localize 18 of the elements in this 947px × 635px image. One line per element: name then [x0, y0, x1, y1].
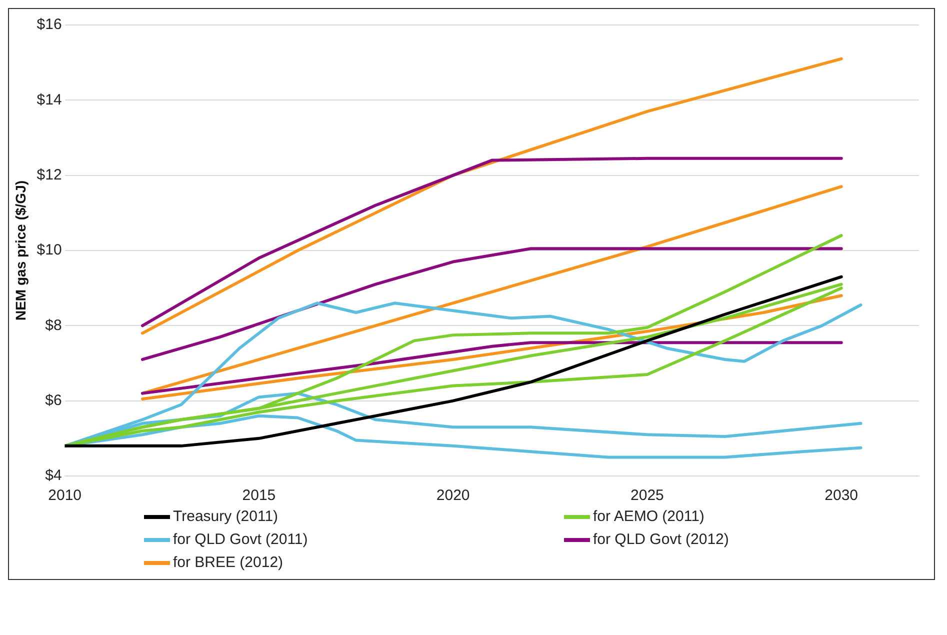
y-tick-label: $12: [36, 166, 62, 184]
y-tick-label: $8: [45, 316, 62, 334]
legend-label: for QLD Govt (2012): [593, 531, 729, 548]
legend-label: Treasury (2011): [173, 508, 278, 525]
x-tick-label: 2030: [824, 487, 858, 504]
y-axis-title: NEM gas price ($/GJ): [12, 180, 28, 321]
legend-label: for BREE (2012): [173, 554, 284, 571]
y-tick-label: $16: [36, 16, 62, 34]
y-tick-label: $10: [36, 242, 62, 259]
x-tick-label: 2025: [630, 487, 664, 504]
x-tick-label: 2010: [48, 487, 82, 504]
y-tick-label: $14: [36, 91, 62, 108]
y-tick-label: $4: [45, 467, 62, 484]
legend-label: for AEMO (2011): [593, 508, 704, 525]
legend-label: for QLD Govt (2011): [173, 531, 308, 548]
x-tick-label: 2020: [436, 487, 470, 504]
x-tick-label: 2015: [242, 487, 276, 504]
y-tick-label: $6: [45, 392, 62, 409]
